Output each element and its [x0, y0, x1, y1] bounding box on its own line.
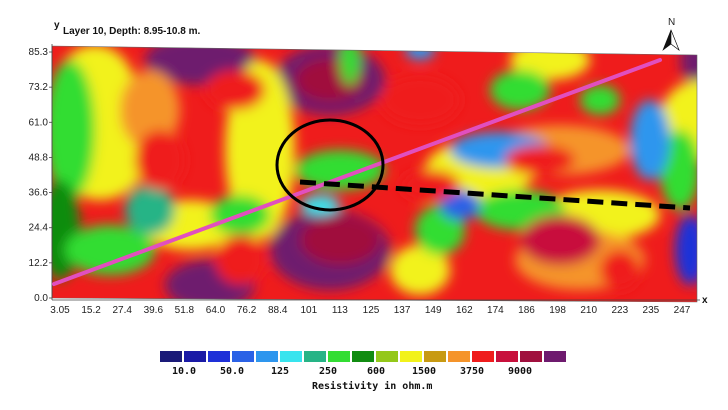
legend-swatch: [328, 351, 350, 362]
x-tick-label: 64.0: [206, 305, 226, 316]
legend-label: 10.0: [172, 366, 196, 377]
legend-label: 1500: [412, 366, 436, 377]
legend-swatch: [424, 351, 446, 362]
legend-swatch: [232, 351, 254, 362]
x-tick-labels: 3.05 15.2 27.4 39.6 51.8 64.0 76.2 88.4 101 113 12…: [50, 305, 691, 316]
x-tick-label: 198: [549, 305, 566, 316]
legend-swatch: [304, 351, 326, 362]
contour-blob: [135, 130, 185, 190]
y-tick-labels: 0.0 12.2 24.4 36.6 48.8 61.0 73.2 85.3: [29, 47, 52, 304]
x-tick-label: 186: [518, 305, 535, 316]
contour-blob: [440, 190, 480, 220]
legend-labels: 10.0 50.0 125 250 600 1500 3750 9000: [172, 366, 532, 377]
legend-swatch: [184, 351, 206, 362]
legend-label: 3750: [460, 366, 484, 377]
north-label: N: [668, 17, 675, 28]
contour-blob: [600, 250, 640, 290]
legend-swatch: [160, 351, 182, 362]
contour-blob: [405, 46, 435, 60]
legend-swatch: [376, 351, 398, 362]
legend-swatch: [496, 351, 518, 362]
trend-line: [299, 179, 691, 211]
x-tick-label: 223: [611, 305, 628, 316]
x-tick-label: 247: [674, 305, 691, 316]
legend-swatch: [256, 351, 278, 362]
contour-blob: [490, 70, 550, 110]
y-tick-label: 73.2: [29, 82, 49, 93]
contour-blob: [380, 75, 460, 125]
contour-blob: [660, 130, 697, 210]
x-tick-label: 101: [300, 305, 317, 316]
legend-swatches: [160, 351, 566, 362]
x-tick-label: 15.2: [81, 305, 101, 316]
x-tick-label: 113: [332, 305, 348, 316]
contour-blob: [300, 215, 380, 265]
legend-swatch: [448, 351, 470, 362]
anomaly-circle: [275, 118, 385, 212]
contour-blob: [675, 215, 697, 285]
contour-blob: [340, 46, 360, 85]
legend-swatch: [472, 351, 494, 362]
contour-blob: [205, 70, 265, 110]
contour-blob: [680, 46, 697, 85]
x-tick-label: 137: [394, 305, 411, 316]
x-tick-label: 125: [363, 305, 380, 316]
x-tick-label: 3.05: [50, 305, 70, 316]
legend-label: 600: [367, 366, 385, 377]
x-tick-label: 39.6: [144, 305, 164, 316]
x-tick-label: 162: [456, 305, 473, 316]
legend-label: 250: [319, 366, 337, 377]
contour-blob: [295, 150, 385, 190]
contour-blob: [120, 70, 180, 150]
contour-blob: [52, 60, 95, 200]
legend-swatch: [544, 351, 566, 362]
north-arrow: N: [662, 17, 680, 51]
legend-title: Resistivity in ohm.m: [312, 380, 432, 392]
y-tick-label: 24.4: [29, 223, 49, 234]
y-tick-label: 85.3: [29, 47, 49, 58]
y-tick-label: 61.0: [29, 117, 49, 128]
x-tick-label: 235: [643, 305, 660, 316]
map-title: Layer 10, Depth: 8.95-10.8 m.: [63, 26, 201, 37]
legend-swatch: [400, 351, 422, 362]
contour-blob: [630, 100, 670, 180]
survey-line: [52, 58, 662, 286]
legend-label: 125: [271, 366, 289, 377]
y-tick-label: 48.8: [29, 152, 49, 163]
contour-blob: [65, 225, 155, 275]
legend-swatch: [280, 351, 302, 362]
contour-blob: [580, 85, 620, 115]
x-axis-label: x: [702, 295, 708, 306]
contour-blob: [125, 185, 175, 235]
legend-swatch: [520, 351, 542, 362]
x-tick-label: 149: [425, 305, 442, 316]
plot-area: [52, 46, 697, 302]
y-axis-label: y: [54, 20, 60, 31]
x-tick-label: 88.4: [268, 305, 288, 316]
x-tick-label: 27.4: [112, 305, 132, 316]
x-tick-label: 174: [487, 305, 504, 316]
y-tick-label: 0.0: [34, 293, 48, 304]
contour-blob: [505, 145, 575, 175]
contour-blob: [215, 235, 265, 285]
contour-blob: [390, 245, 450, 295]
legend-label: 50.0: [220, 366, 244, 377]
contour-blob: [400, 170, 460, 200]
x-tick-label: 76.2: [237, 305, 257, 316]
legend-swatch: [208, 351, 230, 362]
legend: 10.0 50.0 125 250 600 1500 3750 9000 Resistivit…: [160, 351, 566, 392]
legend-swatch: [352, 351, 374, 362]
contour-blob: [520, 215, 600, 265]
y-tick-label: 12.2: [29, 258, 49, 269]
x-tick-label: 210: [580, 305, 597, 316]
legend-label: 9000: [508, 366, 532, 377]
y-tick-label: 36.6: [29, 188, 49, 199]
x-tick-label: 51.8: [175, 305, 195, 316]
